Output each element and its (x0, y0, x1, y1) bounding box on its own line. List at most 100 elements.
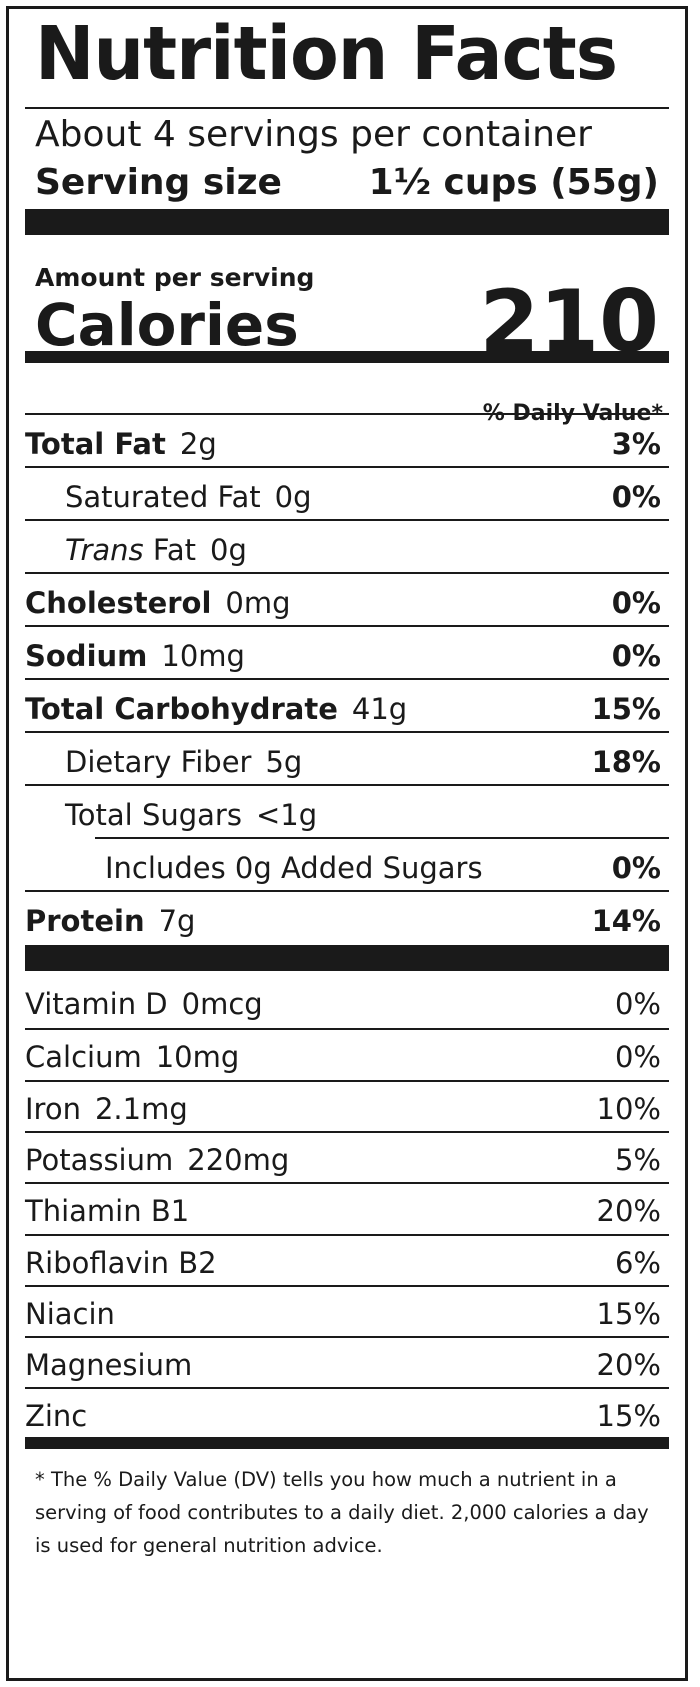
divider-thin (25, 1387, 669, 1389)
divider-thin (25, 1131, 669, 1133)
nutrient-amount: 7g (158, 903, 196, 938)
vitamin-dv: 15% (596, 1398, 661, 1433)
calories-label: Calories (35, 291, 299, 359)
divider-thin (25, 1234, 669, 1236)
nutrient-name: Protein (25, 903, 145, 938)
nutrient-amount: 0g (210, 532, 247, 567)
divider-thin (25, 1028, 669, 1030)
nutrient-dv: 0% (611, 585, 661, 620)
divider-thin (25, 107, 669, 109)
vitamin-name: Potassium (25, 1142, 174, 1177)
nutrient-row-saturated-fat: Saturated Fat 0g 0% (25, 468, 669, 525)
divider-medium (25, 351, 669, 363)
vitamin-dv: 6% (614, 1245, 661, 1280)
nutrient-amount: 41g (351, 691, 408, 726)
nutrient-name: Total Fat (25, 426, 166, 461)
nutrient-amount: 10mg (161, 638, 245, 673)
nutrient-name: Cholesterol (25, 585, 212, 620)
vitamin-row-niacin: Niacin 15% (25, 1285, 669, 1342)
vitamin-dv: 10% (596, 1091, 661, 1126)
vitamin-row-calcium: Calcium 10mg 0% (25, 1028, 669, 1085)
divider-thin (25, 1080, 669, 1082)
vitamin-amount: 0mcg (181, 986, 263, 1021)
nutrient-row-total-fat: Total Fat 2g 3% (25, 415, 669, 472)
divider-thin (25, 625, 669, 627)
nutrient-name: Total Sugars (65, 797, 242, 832)
nutrient-name: Total Carbohydrate (25, 691, 338, 726)
nutrient-name: Dietary Fiber (65, 744, 252, 779)
label-inner: Nutrition Facts About 4 servings per con… (25, 9, 669, 1678)
nutrient-name: Includes 0g Added Sugars (105, 850, 483, 885)
nutrient-row-protein: Protein 7g 14% (25, 892, 669, 949)
divider-thin (25, 466, 669, 468)
divider-thin (25, 413, 669, 415)
vitamin-amount: 2.1mg (94, 1091, 188, 1126)
nutrient-row-sodium: Sodium 10mg 0% (25, 627, 669, 684)
divider-thin (25, 572, 669, 574)
divider-thin (25, 1336, 669, 1338)
vitamin-dv: 0% (614, 1039, 661, 1074)
nutrient-row-added-sugars: Includes 0g Added Sugars 0% (25, 839, 669, 896)
vitamin-name: Iron (25, 1091, 81, 1126)
divider-thin (25, 678, 669, 680)
serving-size-label: Serving size (35, 162, 282, 203)
vitamin-row-riboflavin-b2: Riboflavin B2 6% (25, 1234, 669, 1291)
servings-per-container: About 4 servings per container (35, 114, 592, 155)
vitamin-amount: 10mg (155, 1039, 240, 1074)
divider-thick (25, 209, 669, 235)
vitamin-dv: 20% (596, 1347, 661, 1382)
vitamin-name: Riboflavin B2 (25, 1245, 217, 1280)
nutrient-row-cholesterol: Cholesterol 0mg 0% (25, 574, 669, 631)
nutrient-dv: 15% (591, 691, 661, 726)
vitamin-dv: 0% (614, 986, 661, 1021)
divider-medium (25, 1437, 669, 1449)
vitamin-dv: 5% (614, 1142, 661, 1177)
serving-size-row: Serving size 1½ cups (55g) (35, 163, 659, 203)
nutrient-dv: 18% (591, 744, 661, 779)
nutrient-amount: 0mg (225, 585, 291, 620)
nutrient-name: Fat (152, 532, 197, 567)
vitamin-row-thiamin-b1: Thiamin B1 20% (25, 1182, 669, 1239)
nutrient-row-total-carbohydrate: Total Carbohydrate 41g 15% (25, 680, 669, 737)
divider-thick (25, 945, 669, 971)
nutrient-amount: 5g (265, 744, 303, 779)
nutrient-row-trans-fat: Trans Fat 0g (25, 521, 669, 578)
nutrient-row-total-sugars: Total Sugars <1g (25, 786, 669, 843)
nutrient-dv: 3% (611, 426, 661, 461)
nutrient-amount: 2g (179, 426, 217, 461)
vitamin-dv: 15% (596, 1296, 661, 1331)
nutrient-name: Sodium (25, 638, 148, 673)
vitamin-name: Thiamin B1 (25, 1193, 190, 1228)
vitamin-row-iron: Iron 2.1mg 10% (25, 1080, 669, 1137)
nutrient-dv: 14% (591, 903, 661, 938)
label-title: Nutrition Facts (35, 11, 618, 97)
vitamin-row-zinc: Zinc 15% (25, 1387, 669, 1444)
divider-thin (25, 519, 669, 521)
nutrient-dv: 0% (611, 850, 661, 885)
amount-per-serving: Amount per serving (35, 263, 315, 292)
nutrient-amount: 0g (274, 479, 312, 514)
nutrient-name: Saturated Fat (65, 479, 261, 514)
nutrient-dv: 0% (611, 479, 661, 514)
divider-thin-indented (95, 837, 669, 839)
vitamin-amount: 220mg (187, 1142, 290, 1177)
nutrient-dv: 0% (611, 638, 661, 673)
vitamin-name: Vitamin D (25, 986, 168, 1021)
divider-thin (25, 731, 669, 733)
divider-thin (25, 1182, 669, 1184)
vitamin-name: Calcium (25, 1039, 142, 1074)
nutrition-label: Nutrition Facts About 4 servings per con… (6, 6, 688, 1681)
vitamin-name: Niacin (25, 1296, 115, 1331)
vitamin-dv: 20% (596, 1193, 661, 1228)
divider-thin (25, 1285, 669, 1287)
footnote: * The % Daily Value (DV) tells you how m… (35, 1468, 649, 1558)
nutrient-amount: <1g (255, 797, 318, 832)
divider-thin (25, 890, 669, 892)
vitamin-row-vitamin-d: Vitamin D 0mcg 0% (25, 975, 669, 1032)
vitamin-row-magnesium: Magnesium 20% (25, 1336, 669, 1393)
vitamin-row-potassium: Potassium 220mg 5% (25, 1131, 669, 1188)
nutrient-name-italic: Trans (65, 532, 144, 567)
vitamin-name: Zinc (25, 1398, 88, 1433)
serving-size-value: 1½ cups (55g) (368, 162, 659, 203)
nutrient-row-dietary-fiber: Dietary Fiber 5g 18% (25, 733, 669, 790)
